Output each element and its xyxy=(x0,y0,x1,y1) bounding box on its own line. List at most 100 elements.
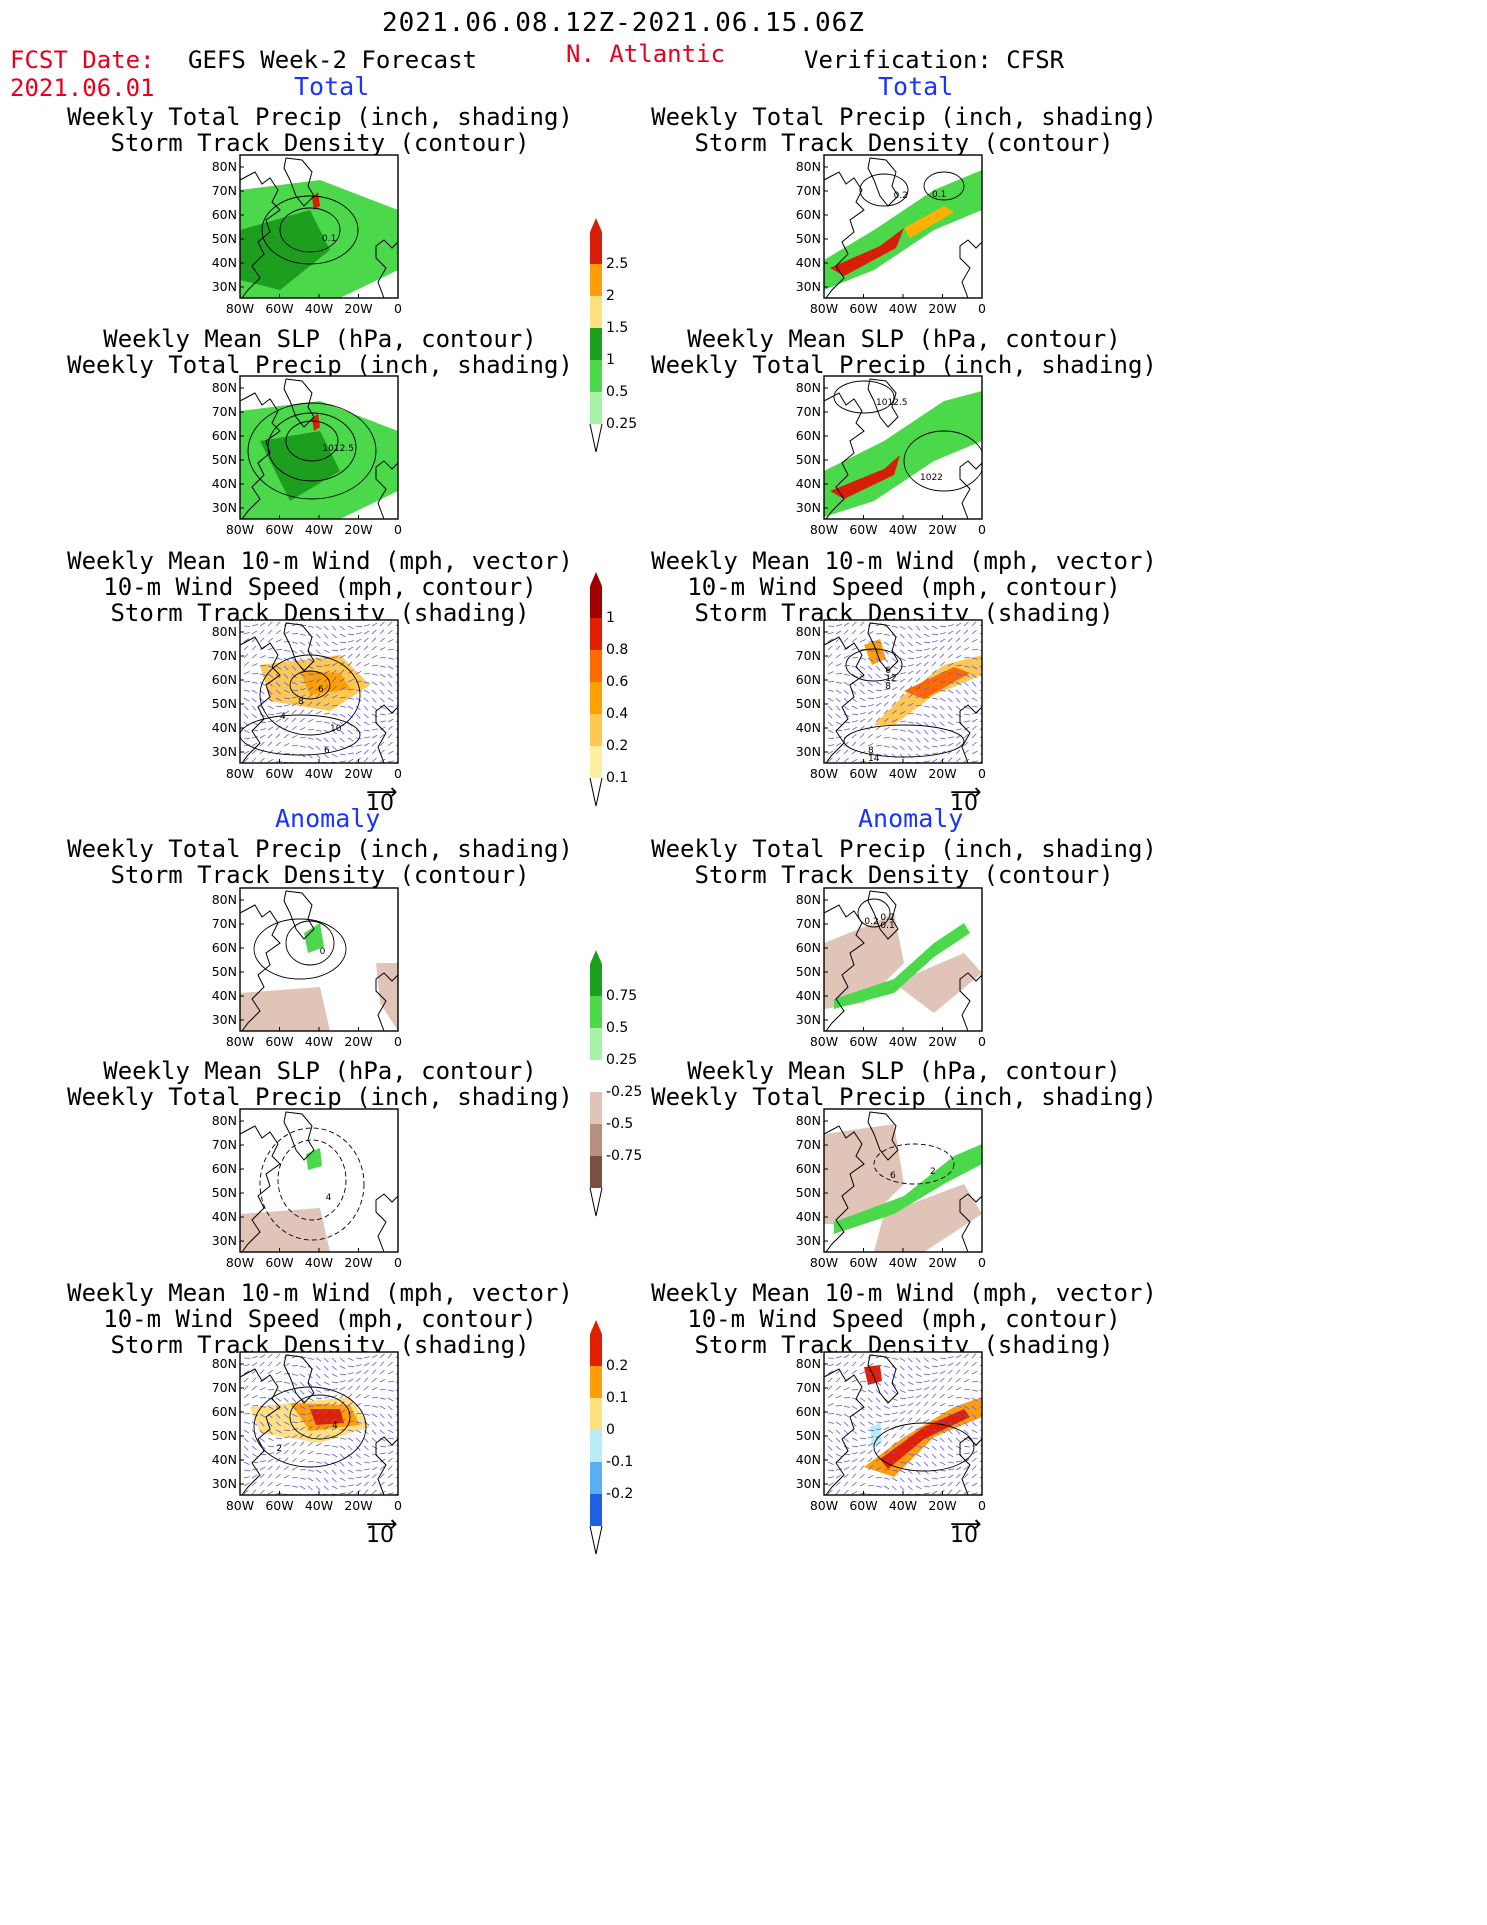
wind-vector xyxy=(827,671,834,675)
lon-tick-label: 60W xyxy=(265,766,293,781)
wind-vector xyxy=(283,1429,291,1432)
wind-vector xyxy=(843,1405,850,1408)
coastline xyxy=(240,904,281,1031)
wind-vector xyxy=(355,1469,362,1472)
lon-tick-label: 0 xyxy=(394,522,402,537)
colorbar-arrow-top xyxy=(590,1320,602,1334)
colorbar-precip-total: 2.521.510.50.25 xyxy=(589,218,637,453)
wind-vector xyxy=(883,673,890,677)
wind-vector xyxy=(331,1381,339,1384)
wind-vector xyxy=(275,1444,282,1447)
wind-vector xyxy=(931,1490,938,1495)
wind-vector xyxy=(963,1388,970,1391)
wind-vector xyxy=(979,1355,982,1359)
wind-vector xyxy=(371,1354,378,1359)
wind-vector xyxy=(283,1457,289,1463)
wind-vector xyxy=(347,1357,354,1361)
wind-vector xyxy=(315,693,321,699)
wind-vector xyxy=(355,744,362,747)
wind-vector xyxy=(939,632,946,635)
wind-vector xyxy=(259,1421,265,1427)
wind-vector xyxy=(979,1485,982,1487)
wind-vector xyxy=(339,1461,345,1467)
wind-vector xyxy=(379,705,386,710)
wind-vector xyxy=(931,1372,938,1375)
wind-vector xyxy=(915,1436,922,1439)
wind-vector xyxy=(315,1461,322,1464)
wind-vector xyxy=(315,1397,323,1400)
wind-vector xyxy=(387,629,393,635)
wind-vector xyxy=(859,1444,866,1447)
wind-vector xyxy=(963,1465,969,1471)
lat-tick-label: 50N xyxy=(212,231,237,246)
wind-vector xyxy=(307,1405,315,1408)
wind-vector xyxy=(979,632,982,635)
wind-vector xyxy=(835,721,842,725)
wind-vector xyxy=(379,1421,385,1427)
wind-vector xyxy=(395,712,398,715)
wind-vector xyxy=(963,621,969,627)
wind-vector xyxy=(939,661,945,667)
wind-vector xyxy=(347,688,354,691)
wind-vector xyxy=(891,1477,898,1482)
wind-vector xyxy=(323,664,330,667)
wind-vector xyxy=(915,1477,921,1483)
lon-tick-label: 80W xyxy=(810,301,838,316)
lat-tick-label: 70N xyxy=(212,648,237,663)
wind-vector xyxy=(387,750,394,755)
wind-vector xyxy=(907,1409,913,1415)
wind-vector xyxy=(371,1437,377,1443)
wind-vector xyxy=(875,709,881,715)
lon-tick-label: 80W xyxy=(810,766,838,781)
wind-vector xyxy=(315,665,323,668)
wind-vector xyxy=(283,1421,290,1425)
lat-tick-label: 70N xyxy=(212,404,237,419)
wind-vector xyxy=(939,744,946,747)
lat-tick-label: 60N xyxy=(212,207,237,222)
wind-vector xyxy=(267,629,273,635)
lon-tick-label: 40W xyxy=(889,1255,917,1270)
lon-tick-label: 40W xyxy=(889,1034,917,1049)
wind-vector xyxy=(947,1461,954,1464)
wind-vector xyxy=(283,665,289,671)
wind-vector xyxy=(971,1429,978,1434)
plot-area xyxy=(824,620,982,763)
wind-vector xyxy=(827,1363,834,1367)
wind-vector xyxy=(947,1421,954,1426)
wind-vector xyxy=(955,1377,961,1383)
lon-tick-label: 60W xyxy=(265,1255,293,1270)
wind-vector xyxy=(907,745,913,751)
contour-line xyxy=(240,714,361,756)
wind-vector xyxy=(275,629,281,635)
wind-vector xyxy=(363,705,369,711)
colorbar-segment xyxy=(590,714,602,746)
wind-vector xyxy=(979,1413,982,1417)
wind-vector xyxy=(267,1379,274,1383)
lat-tick-label: 70N xyxy=(212,1137,237,1152)
wind-vector xyxy=(971,621,977,627)
colorbar-arrow-bottom xyxy=(589,1187,603,1217)
wind-vector xyxy=(843,689,849,695)
lat-tick-label: 80N xyxy=(796,1356,821,1371)
colorbar-arrow-top xyxy=(590,950,602,964)
wind-vector xyxy=(827,1403,834,1407)
wind-vector xyxy=(299,709,305,715)
wind-vector xyxy=(323,641,329,647)
greenland-coastline xyxy=(283,1354,315,1404)
wind-vector xyxy=(915,1394,922,1399)
wind-vector xyxy=(899,685,905,691)
wind-vector xyxy=(971,1450,978,1455)
wind-vector xyxy=(923,1437,930,1440)
wind-vector xyxy=(955,689,961,695)
lat-tick-label: 50N xyxy=(796,1428,821,1443)
wind-vector xyxy=(355,653,361,659)
wind-vector xyxy=(891,686,898,691)
wind-vector xyxy=(955,1386,962,1391)
wind-vector xyxy=(843,665,851,667)
wind-vector xyxy=(915,1461,921,1467)
contour-line xyxy=(843,724,965,758)
colorbar-segment xyxy=(590,360,602,392)
wind-vector xyxy=(243,638,250,643)
wind-vector xyxy=(923,713,930,718)
wind-vector xyxy=(275,1482,282,1487)
